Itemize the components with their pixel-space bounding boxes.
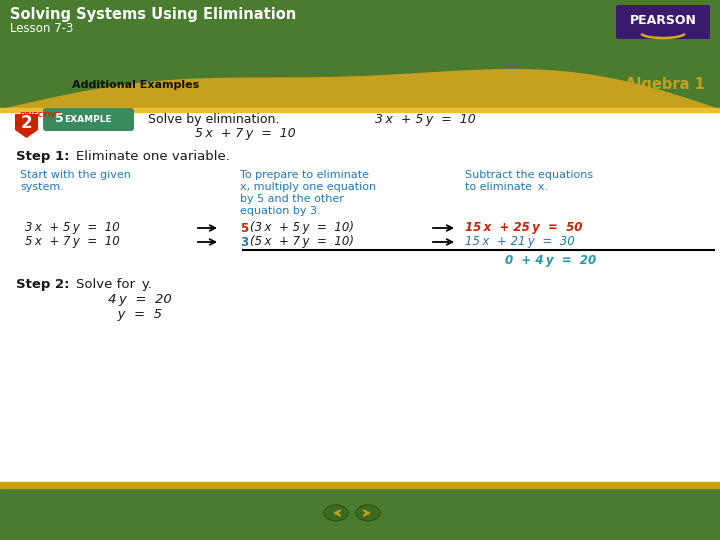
Text: 3: 3 (240, 235, 248, 248)
Text: Subtract the equations: Subtract the equations (465, 170, 593, 180)
Text: 5 x  + 7 y  =  10: 5 x + 7 y = 10 (25, 235, 120, 248)
Text: (5 x  + 7 y  =  10): (5 x + 7 y = 10) (250, 235, 354, 248)
Text: Start with the given: Start with the given (20, 170, 131, 180)
Text: Algebra 1: Algebra 1 (625, 78, 705, 92)
Ellipse shape (356, 505, 380, 521)
Text: equation by 3.: equation by 3. (240, 206, 320, 216)
Text: Eliminate one variable.: Eliminate one variable. (76, 150, 230, 163)
Text: Solving Systems Using Elimination: Solving Systems Using Elimination (10, 7, 296, 22)
Text: 5 x  + 7 y  =  10: 5 x + 7 y = 10 (195, 127, 296, 140)
Text: Step 2:: Step 2: (16, 278, 70, 291)
Text: 5: 5 (240, 221, 248, 234)
FancyBboxPatch shape (616, 5, 710, 39)
Text: Step 1:: Step 1: (16, 150, 70, 163)
Text: OBJECTIVE: OBJECTIVE (20, 112, 61, 118)
Text: 0  + 4 y  =  20: 0 + 4 y = 20 (505, 254, 596, 267)
Text: 15 x  + 21 y  =  30: 15 x + 21 y = 30 (465, 235, 575, 248)
Text: 3 x  + 5 y  =  10: 3 x + 5 y = 10 (25, 221, 120, 234)
Text: 5: 5 (55, 112, 63, 125)
Text: to eliminate  x.: to eliminate x. (465, 182, 548, 192)
Text: PEARSON: PEARSON (629, 14, 696, 26)
Text: system.: system. (20, 182, 64, 192)
Text: 2: 2 (21, 114, 32, 132)
FancyBboxPatch shape (43, 108, 134, 131)
Ellipse shape (324, 505, 348, 521)
Text: (3 x  + 5 y  =  10): (3 x + 5 y = 10) (250, 221, 354, 234)
Text: 4 y  =  20: 4 y = 20 (108, 293, 172, 306)
Text: 3 x  + 5 y  =  10: 3 x + 5 y = 10 (375, 112, 476, 125)
Text: 15 x  + 25 y  =  50: 15 x + 25 y = 50 (465, 221, 582, 234)
Polygon shape (15, 114, 38, 138)
Text: Additional Examples: Additional Examples (72, 80, 199, 90)
Text: Solve by elimination.: Solve by elimination. (148, 112, 279, 125)
Text: by 5 and the other: by 5 and the other (240, 194, 344, 204)
Text: Lesson 7-3: Lesson 7-3 (10, 22, 73, 35)
Text: To prepare to eliminate: To prepare to eliminate (240, 170, 369, 180)
Text: y  =  5: y = 5 (115, 308, 162, 321)
Text: EXAMPLE: EXAMPLE (64, 114, 112, 124)
Text: x, multiply one equation: x, multiply one equation (240, 182, 376, 192)
Text: Solve for  y.: Solve for y. (76, 278, 152, 291)
